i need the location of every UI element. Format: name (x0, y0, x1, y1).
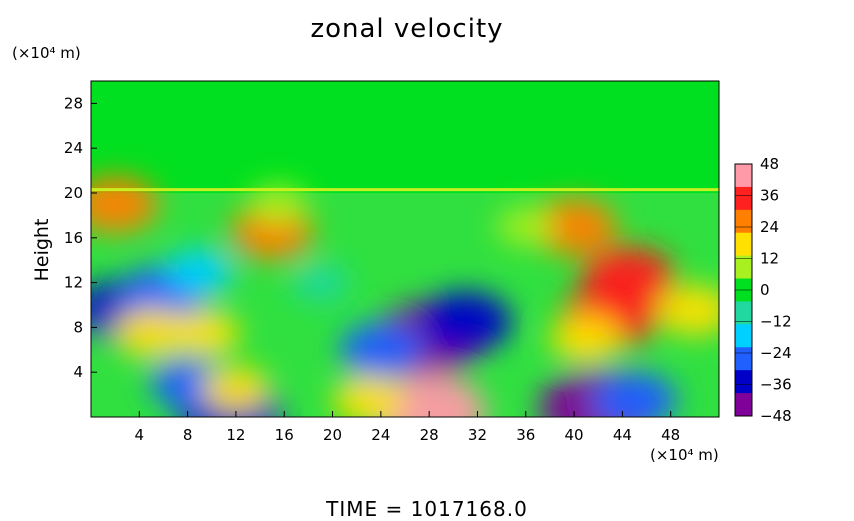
field-anomaly-2 (165, 248, 234, 295)
colorbar-tick-label: 48 (760, 155, 779, 173)
field-anomaly-15 (550, 314, 622, 363)
field-anomaly-24 (497, 206, 555, 247)
x-tick-label: 20 (323, 426, 342, 444)
field-anomaly-21 (201, 366, 270, 412)
y-tick-label: 12 (64, 274, 83, 292)
field-anomaly-3 (113, 307, 189, 359)
colorbar-tick-label: 12 (760, 250, 779, 268)
field-anomaly-14 (581, 246, 676, 308)
time-label: TIME = 1017168.0 (326, 497, 528, 521)
x-axis-unit: (×10⁴ m) (650, 446, 719, 464)
plot-frame (90, 80, 720, 418)
colorbar-swatch (735, 186, 752, 211)
field-anomaly-18 (591, 371, 678, 417)
colorbar-swatch (735, 347, 752, 371)
colorbar-tick-label: −48 (760, 407, 792, 425)
y-tick-label: 24 (64, 139, 83, 157)
colorbar-swatch (735, 370, 752, 394)
y-tick-label: 20 (64, 184, 83, 202)
field-anomaly-16 (531, 198, 618, 256)
x-tick-label: 16 (275, 426, 294, 444)
colorbar-swatch (735, 324, 752, 348)
field-anomaly-5 (91, 175, 159, 233)
x-tick-label: 44 (613, 426, 632, 444)
colorbar-tick-label: −24 (760, 344, 792, 362)
x-tick-label: 28 (420, 426, 439, 444)
plot-area (91, 81, 719, 417)
x-tick-label: 36 (516, 426, 535, 444)
x-tick-label: 24 (371, 426, 390, 444)
y-axis-label: Height (31, 219, 53, 282)
colorbar-swatch (735, 393, 752, 417)
field-anomaly-10 (339, 322, 423, 378)
y-axis-unit: (×10⁴ m) (12, 44, 81, 62)
y-tick-label: 28 (64, 94, 83, 112)
colorbar-swatch (735, 255, 752, 280)
x-tick-label: 48 (661, 426, 680, 444)
field-anomaly-7 (249, 184, 307, 224)
y-tick-label: 4 (73, 363, 83, 381)
colorbar: 48 36 24 12 0 −12 −24 −36 −48 (734, 155, 792, 425)
colorbar-swatch (735, 209, 752, 234)
colorbar-tick-label: 0 (760, 281, 770, 299)
field-anomaly-12 (332, 376, 405, 417)
colorbar-swatch (735, 164, 752, 188)
x-tick-label: 12 (226, 426, 245, 444)
colorbar-tick-label: 36 (760, 187, 779, 205)
colorbar-tick-label: −12 (760, 313, 792, 331)
field-anomaly-23 (657, 285, 719, 336)
field-anomaly-22 (291, 262, 350, 303)
colorbar-tick-label: −36 (760, 376, 792, 394)
y-tick-label: 8 (73, 318, 83, 336)
colorbar-swatch (735, 232, 752, 257)
x-tick-label: 32 (468, 426, 487, 444)
x-tick-label: 4 (135, 426, 145, 444)
field-anomaly-4 (171, 310, 240, 356)
field-anomaly-9 (418, 291, 512, 353)
x-tick-label: 40 (565, 426, 584, 444)
colorbar-tick-label: 24 (760, 218, 779, 236)
colorbar-swatch (735, 301, 752, 325)
x-tick-label: 8 (183, 426, 193, 444)
y-tick-label: 16 (64, 229, 83, 247)
chart-title: zonal velocity (310, 14, 504, 44)
